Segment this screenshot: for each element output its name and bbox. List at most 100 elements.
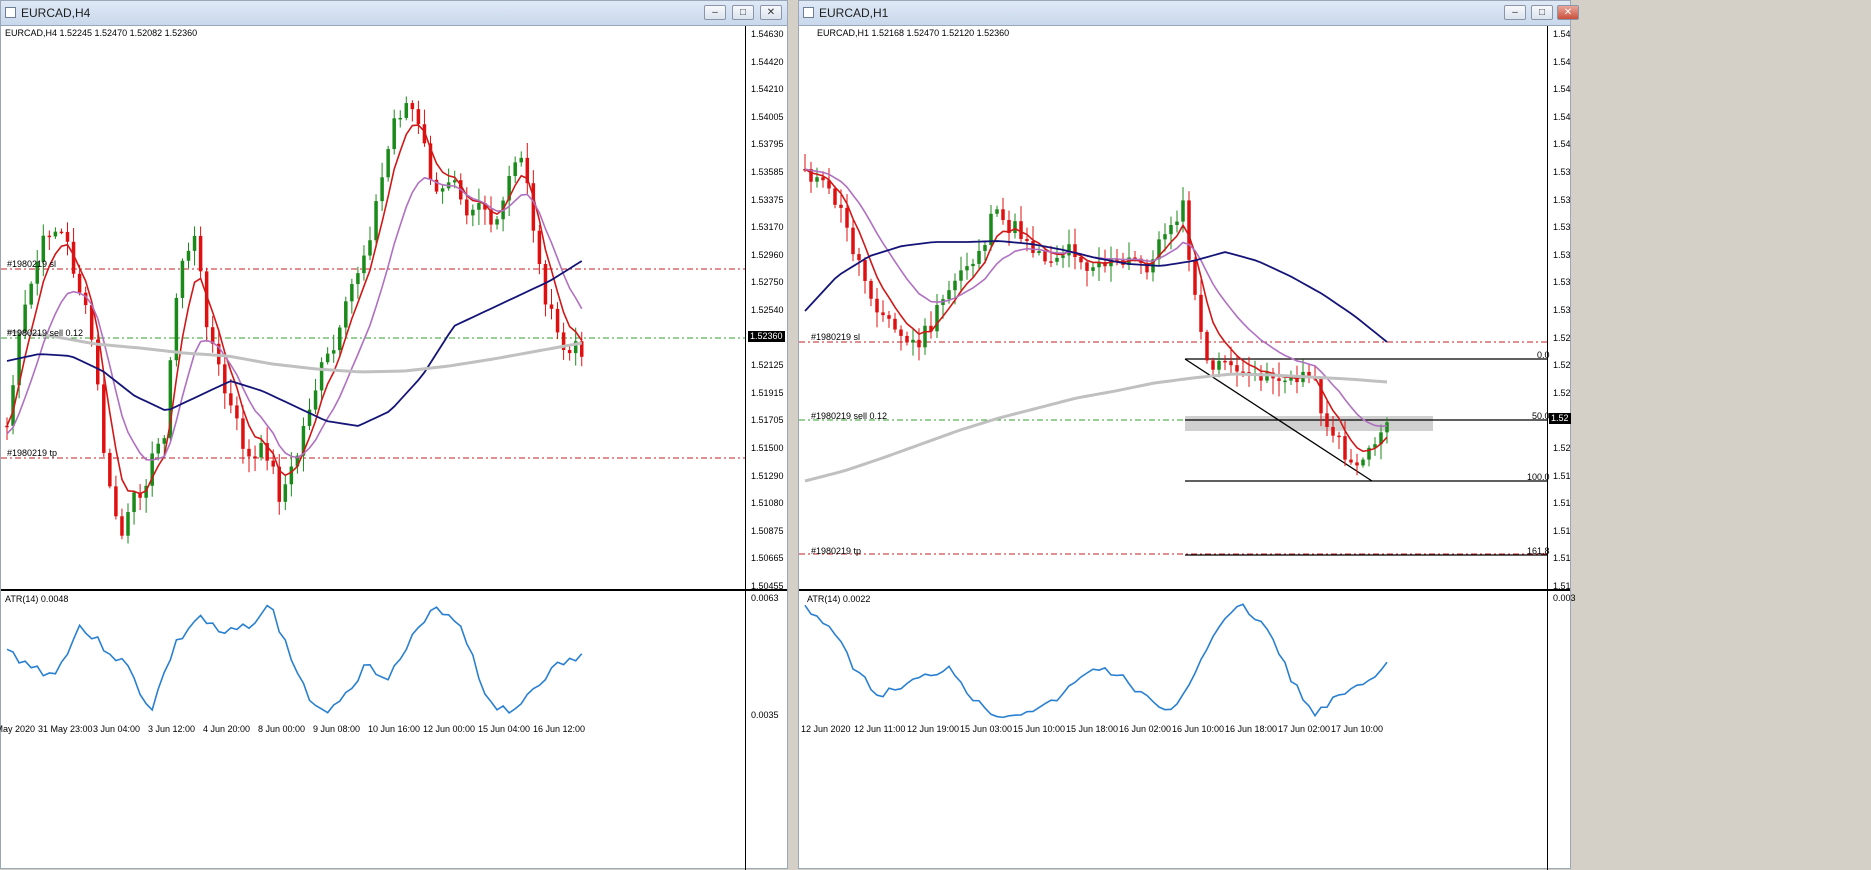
atr-max-label: 0.003: [1553, 593, 1576, 603]
title-bar[interactable]: EURCAD,H4 – □ ✕: [1, 1, 787, 26]
bearish-candle: [428, 143, 433, 180]
bearish-candle: [561, 332, 566, 350]
close-button[interactable]: ✕: [1557, 5, 1579, 20]
bearish-candle: [525, 157, 530, 184]
bearish-candle: [1277, 378, 1281, 381]
chart-canvas-h4[interactable]: EURCAD,H4 1.52245 1.52470 1.52082 1.5236…: [0, 26, 787, 870]
price-tick-label: 1.51500: [751, 443, 784, 453]
price-tick-label: 1.50665: [751, 553, 784, 564]
price-tick-label: 1.51: [1553, 525, 1571, 536]
close-button[interactable]: ✕: [760, 5, 782, 20]
maximize-button[interactable]: □: [1531, 5, 1553, 20]
price-tick-label: 1.51: [1553, 553, 1571, 564]
time-tick-label: 28 May 2020: [0, 724, 36, 734]
time-tick-label: 3 Jun 04:00: [93, 724, 141, 734]
bullish-candle: [392, 118, 396, 150]
price-tick-label: 1.51705: [751, 415, 784, 426]
minimize-button[interactable]: –: [1504, 5, 1526, 20]
symbol-ohlc-info: EURCAD,H1 1.52168 1.52470 1.52120 1.5236…: [817, 28, 1010, 38]
bullish-candle: [156, 443, 160, 454]
bullish-candle: [380, 177, 384, 202]
chart-canvas-h1[interactable]: EURCAD,H1 1.52168 1.52470 1.52120 1.5236…: [799, 26, 1576, 870]
price-tick-label: 1.53170: [751, 222, 784, 233]
moving-average-navy: [804, 240, 1388, 343]
price-tick-label: 1.54630: [751, 29, 784, 39]
bearish-candle: [1343, 436, 1347, 460]
h4-chart-svg[interactable]: [1, 26, 787, 870]
bullish-candle: [1373, 444, 1377, 448]
entry-label: #1980219 sell 0.12: [811, 411, 888, 421]
bearish-candle: [887, 315, 891, 319]
bullish-candle: [150, 453, 154, 486]
bullish-candle: [1181, 200, 1185, 222]
bullish-candle: [983, 245, 987, 251]
atr-indicator-label: ATR(14) 0.0048: [5, 594, 69, 604]
bullish-candle: [573, 341, 578, 354]
bullish-candle: [1265, 372, 1269, 381]
bullish-candle: [923, 325, 927, 348]
bearish-candle: [198, 235, 203, 272]
bearish-candle: [1211, 360, 1215, 370]
bearish-candle: [47, 235, 52, 238]
bullish-candle: [1175, 221, 1179, 225]
bearish-candle: [1337, 435, 1341, 438]
time-tick-label: 16 Jun 18:00: [1225, 724, 1278, 734]
maximize-button[interactable]: □: [732, 5, 754, 20]
bearish-candle: [1307, 371, 1311, 378]
price-tick-label: 1.52: [1553, 443, 1571, 453]
fibonacci-zone: [1185, 416, 1433, 431]
bearish-candle: [102, 384, 106, 453]
bullish-candle: [144, 485, 148, 498]
bullish-candle: [1061, 255, 1065, 258]
bearish-candle: [59, 231, 64, 234]
bullish-candle: [911, 339, 915, 343]
bullish-candle: [440, 188, 445, 192]
bearish-candle: [917, 339, 921, 348]
pane-separator[interactable]: [1, 589, 787, 591]
bullish-candle: [935, 305, 939, 332]
bullish-candle: [1169, 224, 1173, 235]
bearish-candle: [229, 393, 233, 406]
bearish-candle: [416, 109, 421, 125]
bullish-candle: [947, 290, 951, 300]
time-tick-label: 12 Jun 00:00: [423, 724, 476, 734]
time-tick-label: 10 Jun 16:00: [368, 724, 421, 734]
price-tick-label: 1.54: [1553, 84, 1571, 95]
bearish-candle: [1133, 257, 1137, 259]
window-eurcad-h1[interactable]: EURCAD,H1 – □ ✕ EURCAD,H1 1.52168 1.5247…: [798, 0, 1579, 870]
sl-label: #1980219 sl: [7, 259, 57, 269]
current-price-tag: 1.52: [1549, 413, 1571, 424]
bullish-candle: [1367, 447, 1371, 460]
price-tick-label: 1.51: [1553, 498, 1571, 509]
bullish-candle: [989, 213, 993, 246]
bearish-candle: [1349, 459, 1353, 463]
moving-average-navy: [6, 260, 583, 427]
time-tick-label: 17 Jun 02:00: [1278, 724, 1331, 734]
price-tick-label: 1.50455: [751, 581, 784, 591]
price-tick-label: 1.52750: [751, 277, 784, 288]
symbol-ohlc-info: EURCAD,H4 1.52245 1.52470 1.52082 1.5236…: [5, 28, 198, 38]
time-tick-label: 16 Jun 12:00: [533, 724, 586, 734]
minimize-button[interactable]: –: [704, 5, 726, 20]
chart-window-icon: [5, 7, 16, 18]
price-tick-label: 1.53: [1553, 277, 1571, 288]
bearish-candle: [863, 260, 867, 281]
h1-chart-svg[interactable]: [799, 26, 1570, 870]
bearish-candle: [857, 254, 861, 261]
bullish-candle: [180, 260, 185, 298]
bearish-candle: [210, 327, 215, 344]
atr-min-label: 0.0035: [751, 710, 779, 720]
title-bar[interactable]: EURCAD,H1 – □ ✕: [799, 1, 1579, 26]
chart-window-icon: [803, 7, 814, 18]
time-tick-label: 4 Jun 20:00: [203, 724, 251, 734]
price-tick-label: 1.51: [1553, 470, 1571, 481]
price-tick-label: 1.51: [1553, 581, 1571, 591]
current-price-tag: 1.52360: [748, 331, 785, 342]
bearish-candle: [483, 203, 487, 210]
pane-separator[interactable]: [799, 589, 1570, 591]
time-tick-label: 12 Jun 11:00: [854, 724, 906, 734]
bearish-candle: [265, 443, 269, 461]
bearish-candle: [277, 466, 281, 502]
window-eurcad-h4[interactable]: EURCAD,H4 – □ ✕ EURCAD,H4 1.52245 1.5247…: [0, 0, 788, 870]
